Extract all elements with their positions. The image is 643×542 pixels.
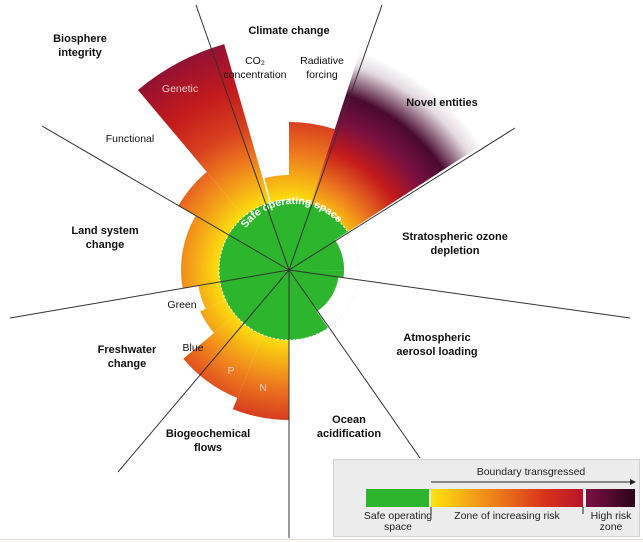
boundary-wedges [137,44,481,420]
wedge-radiative [289,122,335,213]
label-n: N [259,382,267,394]
legend-zone-label: Zone of increasing risk [454,510,560,522]
label-co2: CO₂ [245,55,265,67]
label-radiative-1: Radiative [300,55,344,67]
legend-safe-label-1: Safe operating [363,510,433,522]
wedge-nitrogen [232,325,289,420]
legend-panel: Boundary transgressed Safe operating spa… [333,459,640,537]
legend-arrow-head [630,479,636,485]
label-genetic: Genetic [162,83,198,95]
label-biogeo-2: flows [194,442,222,454]
label-land-2: change [86,239,125,251]
legend-high-label-2: zone [599,521,623,533]
label-green: Green [167,299,196,311]
label-p: P [227,365,234,377]
legend-high-label-1: High risk [590,510,632,522]
label-aerosol-1: Atmospheric [403,332,470,344]
legend-transgressed-label: Boundary transgressed [477,466,586,478]
legend-risk-swatch [431,489,583,507]
safe-gap-strat [335,231,359,280]
wedge-novel [307,53,481,238]
legend-high-swatch [586,489,635,507]
legend-safe-label: Safe operating space [360,511,436,533]
label-aerosol-2: aerosol loading [396,346,477,358]
divider-line [288,4,383,271]
label-functional: Functional [106,133,154,145]
divider-line [288,269,631,319]
legend-high-label: High risk zone [584,511,638,533]
label-strat-1: Stratospheric ozone [402,231,508,243]
label-radiative-2: forcing [306,69,338,81]
legend-safe-swatch [366,489,429,507]
divider-line [9,269,290,319]
divider-line [41,125,290,271]
label-co2-sub: concentration [223,69,286,81]
label-strat-2: depletion [431,245,480,257]
label-fresh-1: Freshwater [98,344,157,356]
label-ocean-1: Ocean [332,414,366,426]
label-fresh-2: change [108,358,147,370]
label-biosphere-2: integrity [58,47,102,59]
wedge-phosphorus [183,308,267,398]
label-biosphere-1: Biosphere [53,33,107,45]
divider-line [288,269,421,459]
safe-gap-ocean [316,276,359,329]
label-novel-entities: Novel entities [406,97,478,109]
divider-line [288,127,516,271]
label-biogeo-1: Biogeochemical [166,428,250,440]
label-land-1: Land system [71,225,138,237]
label-climate-change: Climate change [248,25,329,37]
bottom-rule [0,539,643,540]
label-ocean-2: acidification [317,428,381,440]
divider-line [117,269,290,473]
legend-graphic: Boundary transgressed [366,466,636,514]
label-blue: Blue [182,342,203,354]
divider-line [195,4,290,271]
wedge-genetic [137,44,273,225]
legend-safe-label-2: space [383,521,413,533]
wedge-functional [178,171,251,240]
